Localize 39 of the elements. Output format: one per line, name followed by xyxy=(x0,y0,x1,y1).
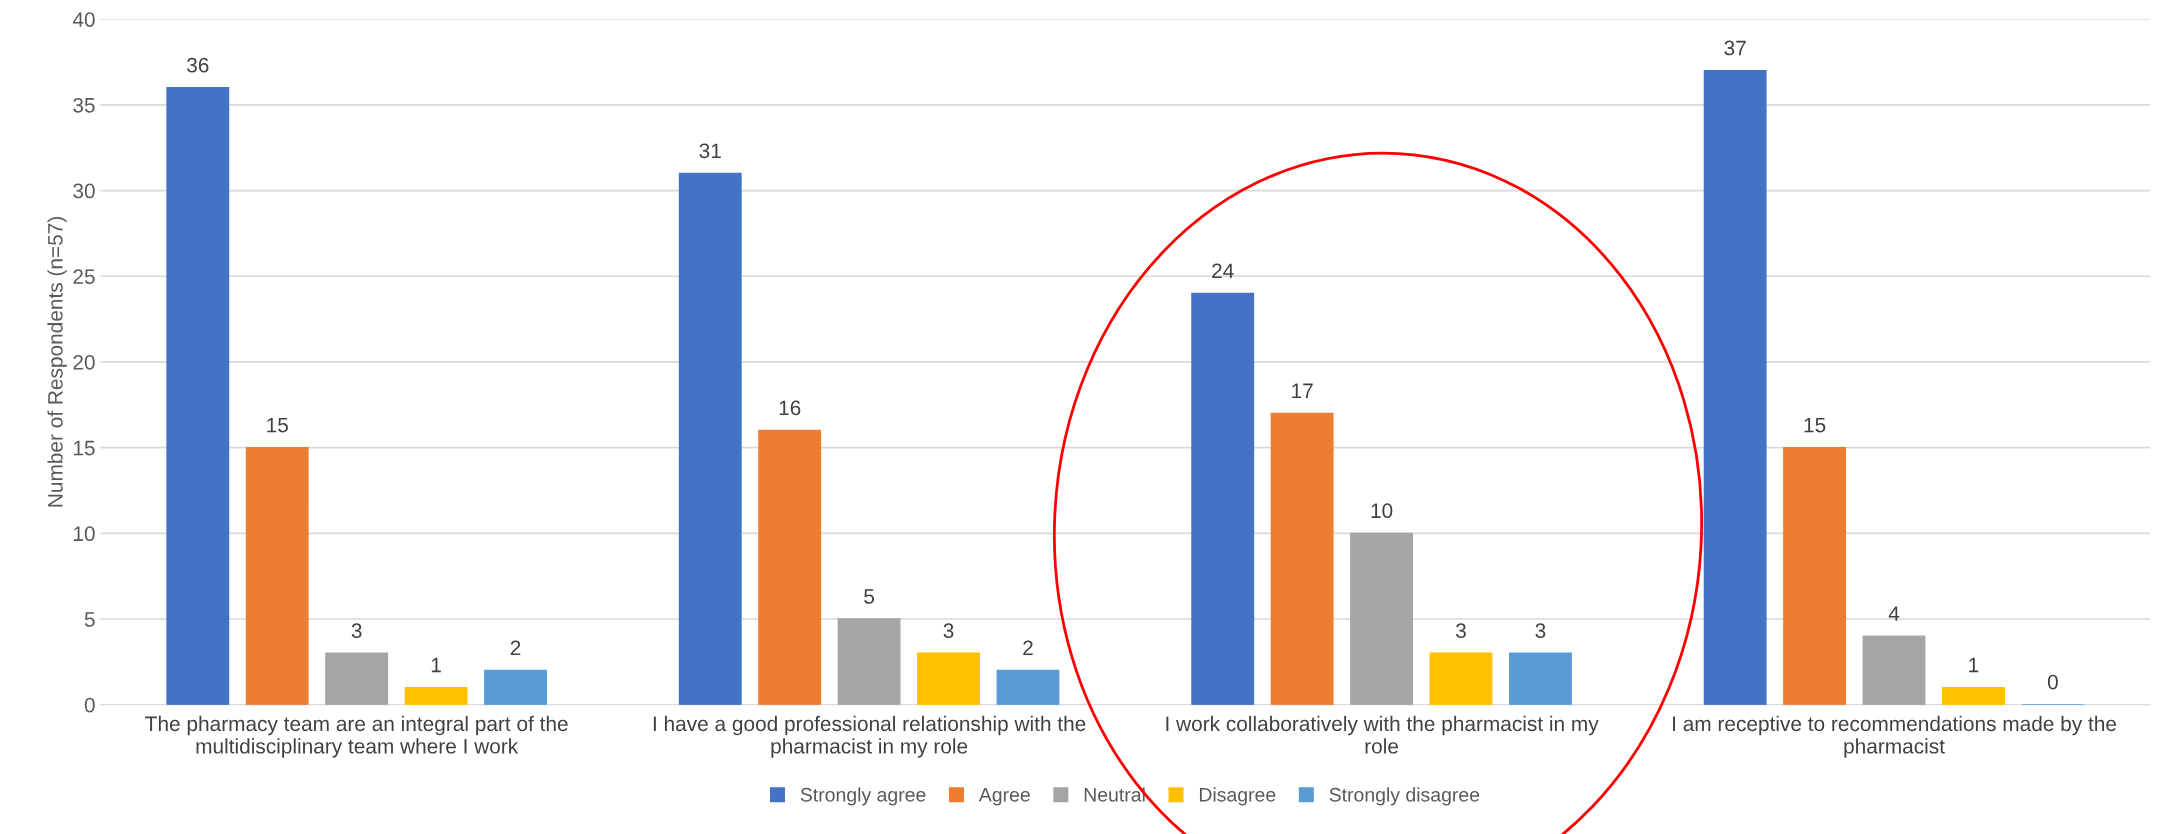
data-label: 3 xyxy=(1535,623,1546,639)
data-label: 3 xyxy=(1456,623,1466,639)
data-label: 1 xyxy=(1969,657,1979,673)
legend-label: Strongly agree xyxy=(800,787,926,806)
legend-label: Disagree xyxy=(1199,787,1276,806)
data-label: 16 xyxy=(779,400,801,416)
data-label: 37 xyxy=(1724,40,1746,56)
data-label: 15 xyxy=(267,417,288,433)
data-label: 10 xyxy=(1371,503,1393,519)
y-tick-label: 25 xyxy=(73,269,95,285)
legend-label: Strongly disagree xyxy=(1329,787,1480,806)
data-label: 2 xyxy=(510,640,521,656)
y-tick-label: 10 xyxy=(73,526,95,542)
data-label: 0 xyxy=(2047,674,2058,690)
y-tick-label: 0 xyxy=(84,697,95,713)
data-label: 5 xyxy=(864,589,875,604)
data-label: 3 xyxy=(943,623,954,639)
x-tick-label: I work collaboratively with the pharmacist in my role xyxy=(1166,715,1599,754)
legend-label: Neutral xyxy=(1084,787,1145,802)
data-label: 17 xyxy=(1292,383,1313,398)
y-tick-label: 30 xyxy=(73,183,95,199)
y-tick-label: 40 xyxy=(72,12,95,27)
data-label: 15 xyxy=(1804,417,1826,433)
data-label: 4 xyxy=(1888,606,1900,621)
y-axis-title: Number of Respondents (n=57) xyxy=(47,217,67,507)
data-label: 2 xyxy=(1023,640,1033,656)
legend-label: Agree xyxy=(978,788,1030,806)
data-label: 31 xyxy=(699,143,721,159)
data-label: 3 xyxy=(351,623,362,639)
x-tick-label: I have a good professional relationship with the pharmacist in my role xyxy=(653,715,1086,758)
data-label: 1 xyxy=(431,657,441,673)
x-tick-label: The pharmacy team are an integral part of the multidisciplinary team where I work xyxy=(145,715,568,758)
data-label: 36 xyxy=(186,57,209,73)
y-tick-label: 35 xyxy=(73,97,95,113)
y-tick-label: 5 xyxy=(84,612,95,627)
y-tick-label: 20 xyxy=(73,354,95,370)
y-tick-label: 15 xyxy=(73,440,95,456)
data-label: 24 xyxy=(1212,263,1234,278)
x-tick-label: I am receptive to recommendations made by the pharmacist xyxy=(1673,715,2117,758)
